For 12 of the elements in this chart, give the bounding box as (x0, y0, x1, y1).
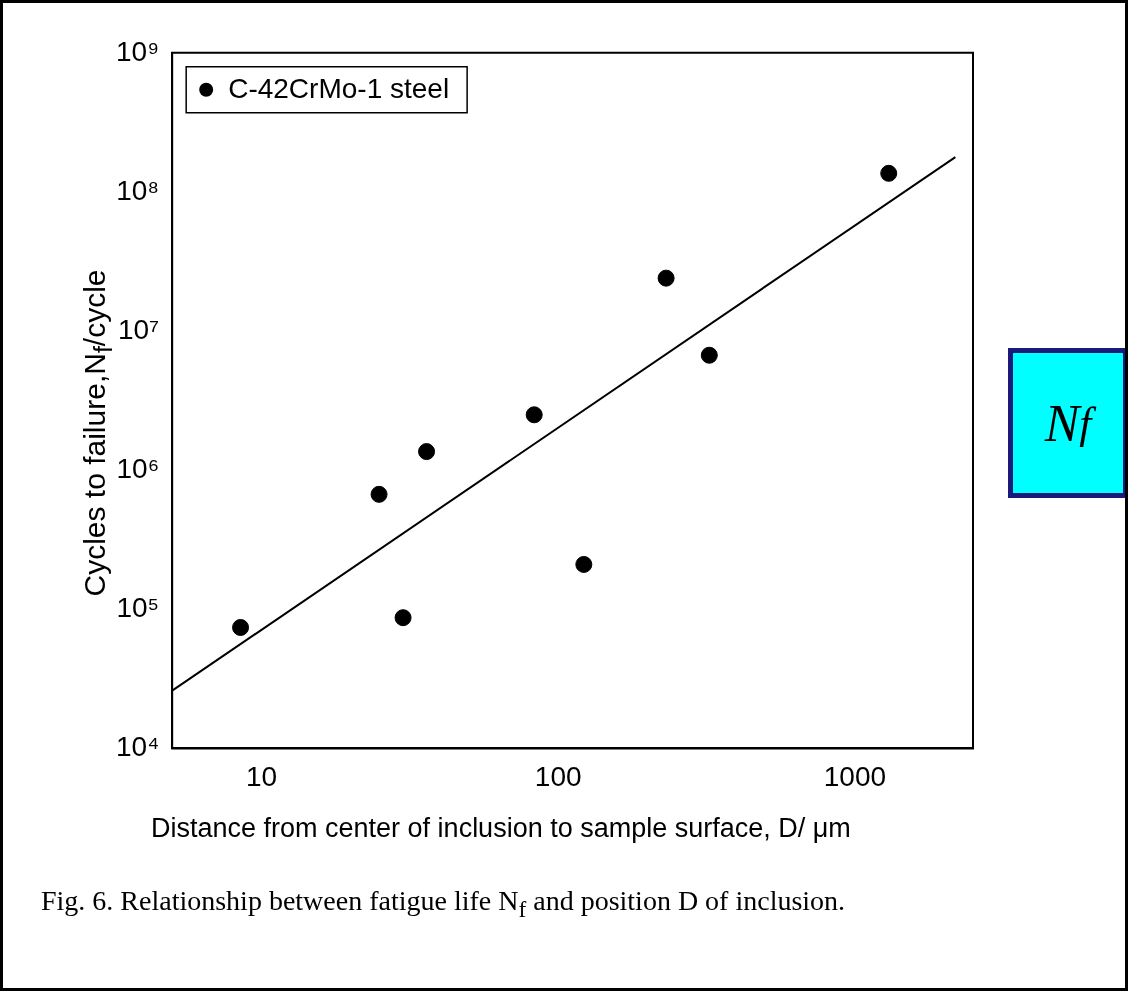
legend-label: C-42CrMo-1 steel (228, 72, 450, 104)
y-tick-label: 10⁴ (115, 731, 160, 763)
x-tick-label: 100 (534, 760, 582, 792)
x-axis-title: Distance from center of inclusion to sample surface, D/ μm (151, 813, 851, 844)
y-tick-label: 10⁹ (116, 35, 160, 67)
y-tick-label: 10⁶ (116, 452, 160, 484)
y-tick-label: 10⁷ (117, 313, 160, 345)
y-tick-label: 10⁵ (116, 592, 160, 623)
x-tick-label: 10 (245, 760, 278, 792)
caption: Fig. 6. Relationship between fatigue life N$_{f}$ and position D of inclusion. (41, 884, 847, 924)
y-tick-label: 10⁸ (116, 174, 160, 206)
x-tick-label: 1000 (823, 760, 887, 792)
